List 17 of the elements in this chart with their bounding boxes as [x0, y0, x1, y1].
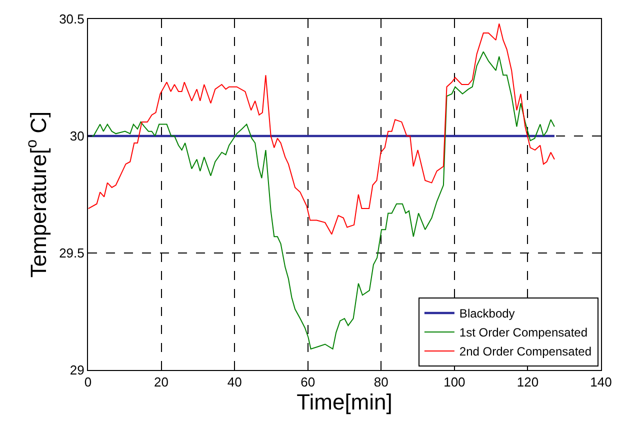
y-tick-label: 30.5 — [59, 12, 84, 27]
x-tick-label: 100 — [444, 374, 466, 390]
y-tick-label: 30 — [70, 128, 84, 144]
x-tick-label: 40 — [227, 374, 242, 390]
x-tick-label: 80 — [374, 374, 388, 390]
legend-label: 2nd Order Compensated — [459, 344, 592, 359]
x-tick-label: 20 — [154, 374, 169, 390]
y-tick-label: 29.5 — [59, 246, 84, 261]
x-tick-label: 140 — [590, 374, 612, 390]
legend-label: Blackbody — [459, 306, 515, 321]
y-tick-label: 29 — [70, 362, 84, 378]
x-tick-label: 60 — [300, 374, 316, 390]
x-tick-label: 0 — [84, 374, 92, 390]
line-series — [88, 23, 555, 235]
x-tick-label: 120 — [516, 374, 539, 390]
legend-label: 1st Order Compensated — [459, 326, 588, 340]
x-axis-title: Time[min] — [296, 390, 392, 415]
